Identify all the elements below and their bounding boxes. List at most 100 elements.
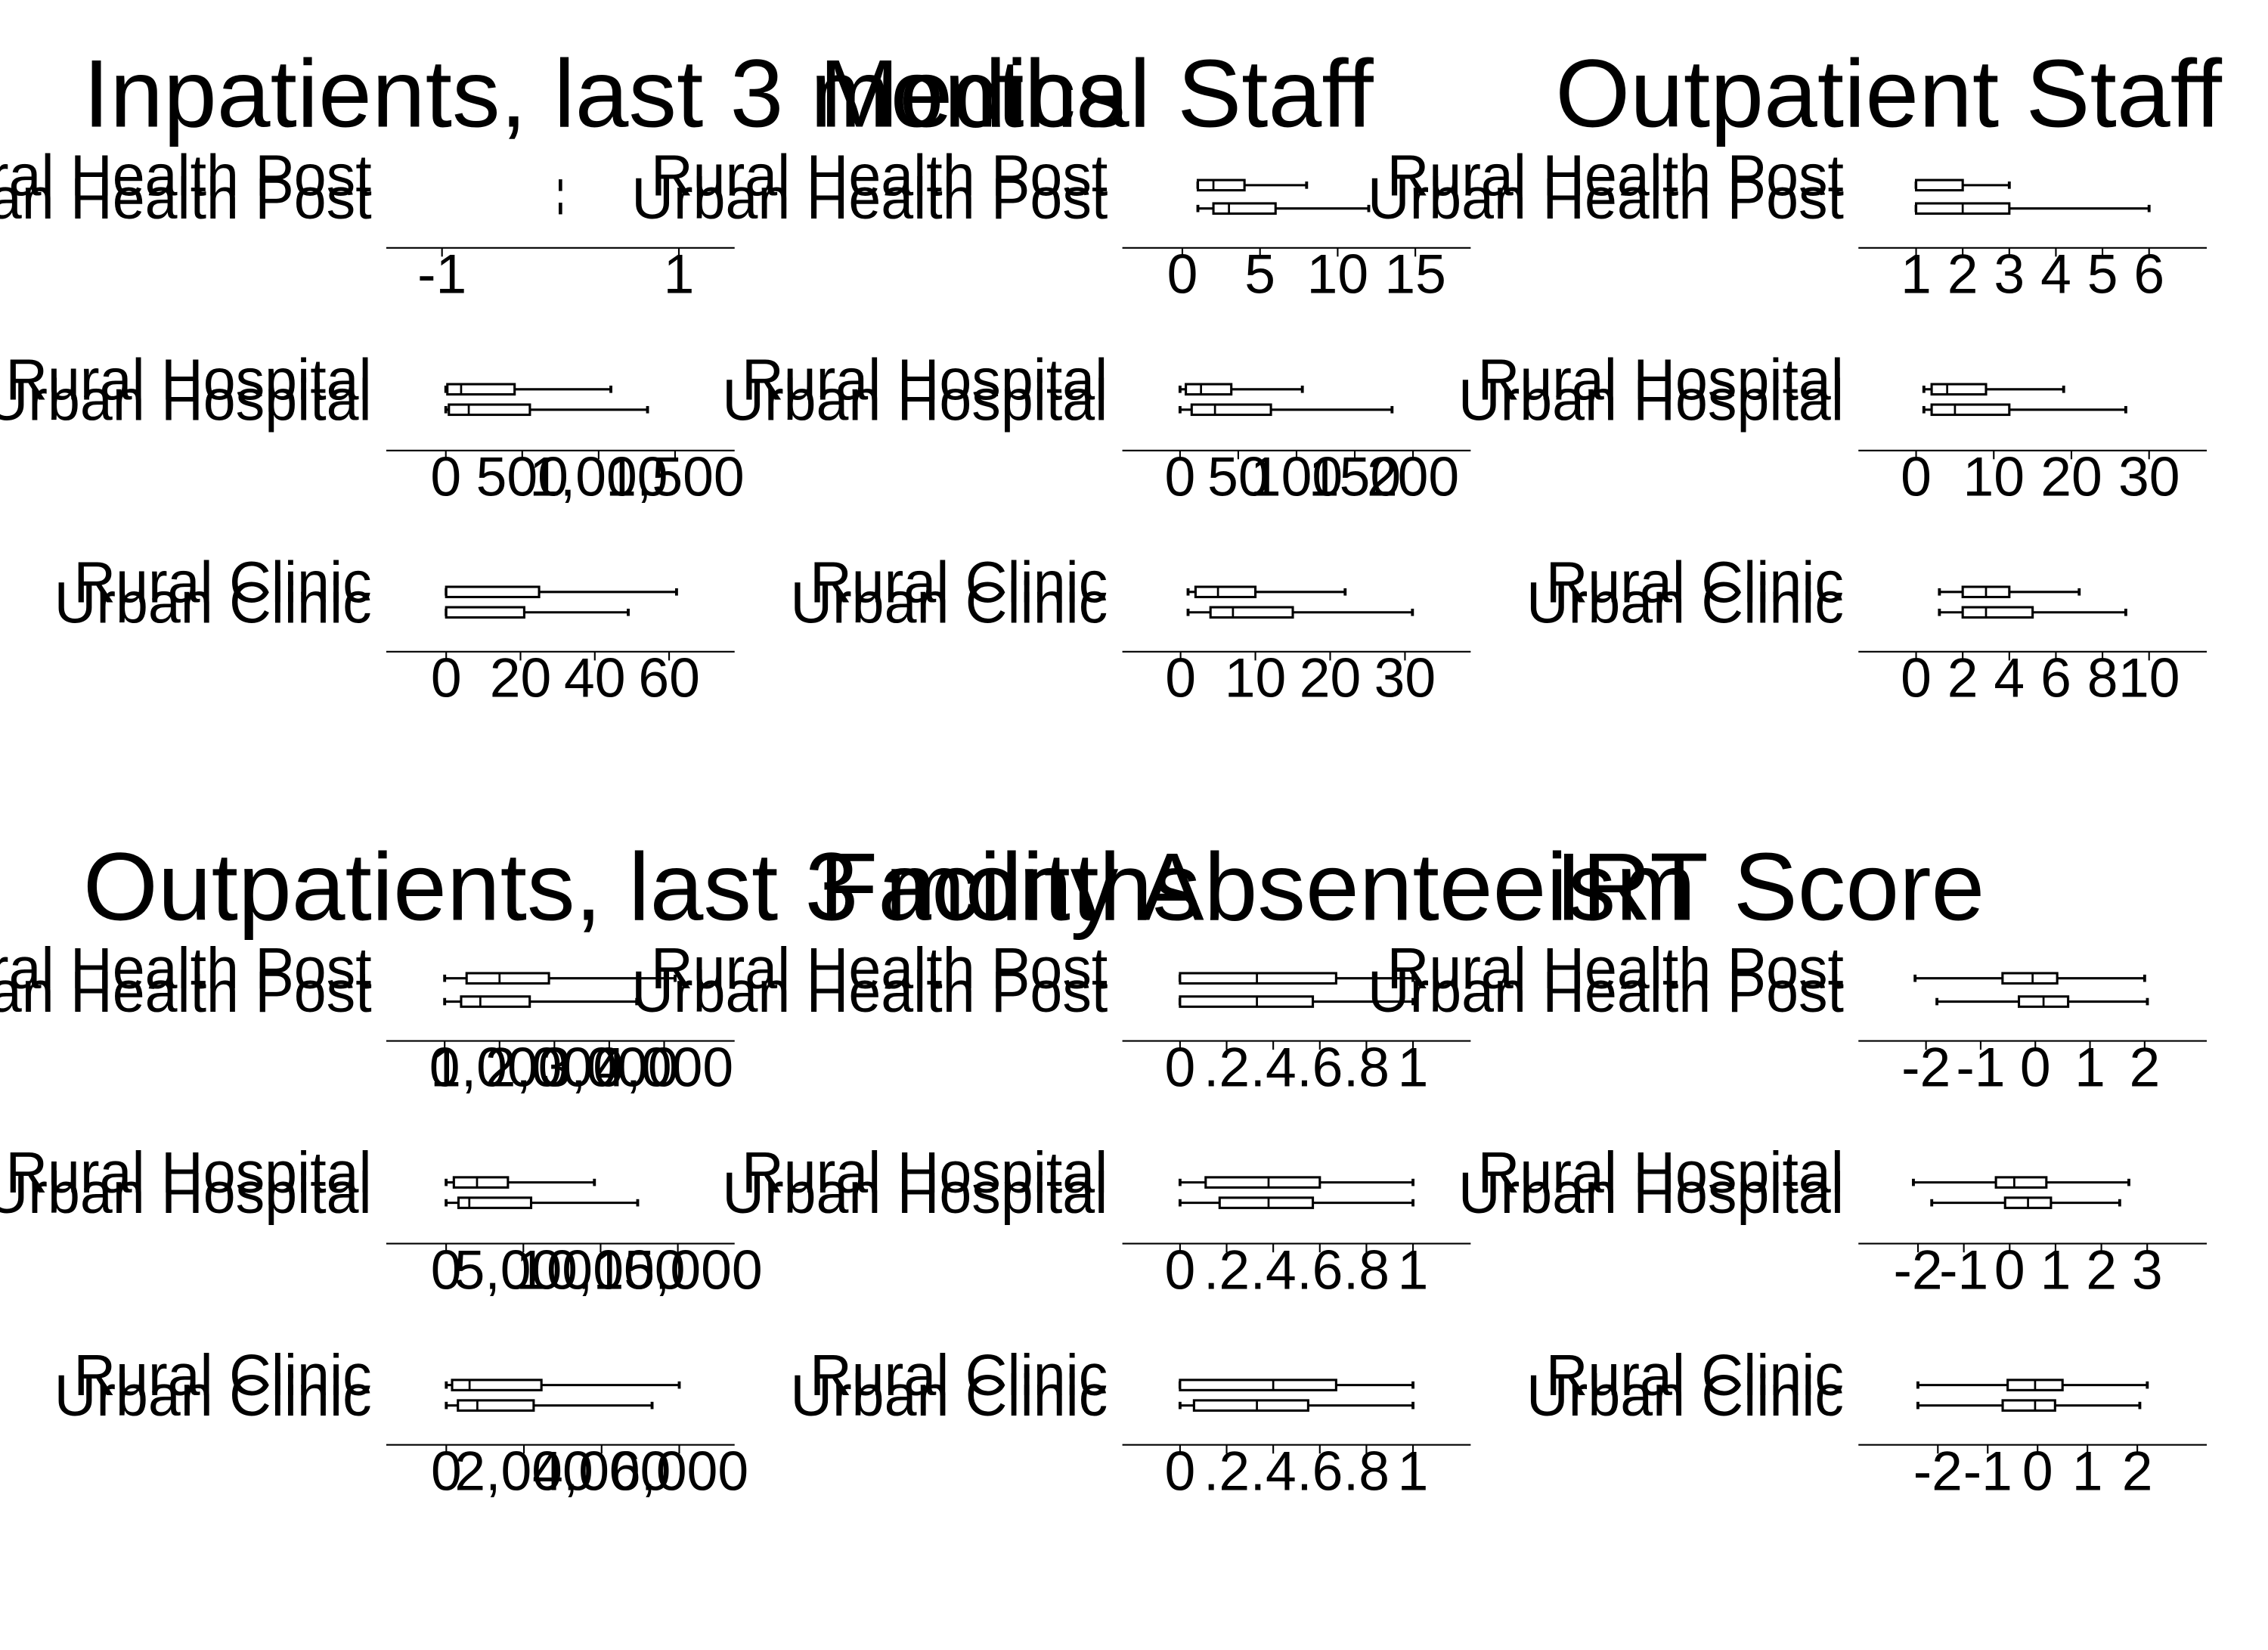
- x-tick-label: 3: [1994, 243, 2025, 305]
- x-tick-label: 1,500: [606, 446, 744, 508]
- iqr-box: [1930, 403, 2011, 417]
- category-label: Urban Clinic: [790, 1363, 1108, 1428]
- iqr-box: [1204, 1176, 1321, 1189]
- box-plot-row: [1912, 1176, 2130, 1189]
- x-tick-label: 1: [2074, 1036, 2105, 1098]
- x-tick-label: .8: [1343, 1036, 1390, 1098]
- category-label: Urban Health Post: [1368, 166, 1844, 231]
- box-plot-row: [1186, 585, 1347, 599]
- category-label: Urban Clinic: [54, 1363, 372, 1428]
- x-tick-label: 1: [2040, 1239, 2071, 1301]
- iqr-box: [2001, 972, 2059, 985]
- x-tick-label: 100: [1250, 446, 1343, 508]
- figure-content: Inpatients, last 3 months -1 1 Rural Health…: [0, 40, 2223, 1503]
- panel: Outpatients, last 3 months01,0002,0003,0…: [0, 833, 1201, 1503]
- x-tick-label: 10: [1307, 243, 1368, 305]
- x-tick-label: 0: [2022, 1440, 2053, 1502]
- x-tick-label: 2: [1947, 243, 1978, 305]
- box-plot-row: [1938, 585, 2081, 599]
- box-plot-row: [445, 1379, 681, 1391]
- x-tick-label: .4: [1250, 1036, 1297, 1098]
- x-tick-label: 50: [1207, 446, 1269, 508]
- x-tick-label: 1,000: [430, 1036, 569, 1098]
- category-label: Rural Health Post: [651, 936, 1108, 1001]
- panel-title: Outpatient Staff: [1555, 40, 2222, 147]
- x-tick-label: 2: [1947, 647, 1978, 709]
- box-plot-row: [1186, 606, 1414, 619]
- x-tick-label: 0: [431, 1440, 462, 1502]
- x-tick-label: 6: [2040, 647, 2071, 709]
- box-plot-row: [1922, 383, 2065, 396]
- iqr-box: [1179, 972, 1337, 985]
- category-label: Rural Health Post: [0, 143, 372, 208]
- category-label: Rural Health Post: [651, 143, 1108, 208]
- category-label: Rural Hospital: [742, 1140, 1108, 1205]
- category-label: Rural Clinic: [810, 1343, 1108, 1408]
- x-tick-label: 0: [1165, 1036, 1196, 1098]
- box-plot-row: [444, 403, 649, 417]
- x-tick-label: .6: [1297, 1239, 1343, 1301]
- box-plot-row: [1916, 1399, 2142, 1412]
- box-plot-row: [1914, 178, 2011, 192]
- category-label: Urban Health Post: [1368, 960, 1844, 1025]
- box-plot-row: [445, 585, 678, 599]
- x-tick-label: 6: [2133, 243, 2164, 305]
- category-label: Urban Health Post: [0, 960, 372, 1025]
- box-plot-row: [1178, 1196, 1414, 1209]
- category-label: Urban Health Post: [0, 166, 372, 231]
- category-label: Rural Hospital: [1478, 347, 1844, 412]
- panel: Inpatients, last 3 months -1 1 Rural Health…: [0, 40, 1126, 709]
- category-label: Urban Hospital: [1458, 368, 1844, 433]
- category-label: Rural Health Post: [0, 936, 372, 1001]
- x-tick-label: 4,000: [532, 1440, 671, 1502]
- x-tick-label: .4: [1250, 1440, 1297, 1502]
- category-label: Urban Clinic: [1526, 570, 1844, 635]
- category-label: Rural Hospital: [5, 347, 371, 412]
- box-plot-row: [445, 1196, 640, 1209]
- x-tick-label: .4: [1250, 1239, 1297, 1301]
- x-tick-label: -2: [1893, 1239, 1942, 1301]
- iqr-box: [1961, 606, 2034, 619]
- iqr-box: [1190, 403, 1272, 417]
- x-tick-label: 5: [1244, 243, 1275, 305]
- box-plot-row: [1178, 403, 1394, 417]
- x-tick-label: 6,000: [610, 1440, 748, 1502]
- box-plot-row: [445, 1176, 596, 1189]
- iqr-box: [1179, 1379, 1337, 1391]
- iqr-box: [445, 606, 525, 619]
- iqr-box: [1994, 1176, 2048, 1189]
- x-tick-label: 3: [2132, 1239, 2163, 1301]
- x-tick-label: 20: [2040, 446, 2102, 508]
- iqr-box: [446, 383, 516, 396]
- x-tick-label: .2: [1204, 1440, 1250, 1502]
- panel-title: Inpatients, last 3 months: [83, 40, 1126, 147]
- panel-title: Outpatients, last 3 months: [83, 833, 1201, 941]
- x-tick-label: 0: [1165, 1440, 1196, 1502]
- box-plot-row: [1930, 1196, 2121, 1209]
- x-tick-label: 0: [1167, 243, 1198, 305]
- category-label: Urban Hospital: [0, 1161, 372, 1226]
- panel-title: Facility Absenteeism: [820, 833, 1696, 941]
- category-label: Urban Health Post: [631, 166, 1108, 231]
- x-tick-label: .6: [1297, 1440, 1343, 1502]
- category-label: Urban Clinic: [790, 570, 1108, 635]
- box-plot-row: [1916, 1379, 2149, 1391]
- x-tick-label: 2: [2129, 1036, 2160, 1098]
- box-plot-row: [444, 383, 612, 396]
- x-tick-label: 30: [1374, 647, 1436, 709]
- x-tick-label: 0: [2020, 1036, 2051, 1098]
- box-plot-row: [1178, 1379, 1414, 1391]
- x-tick-label: 8: [2087, 647, 2118, 709]
